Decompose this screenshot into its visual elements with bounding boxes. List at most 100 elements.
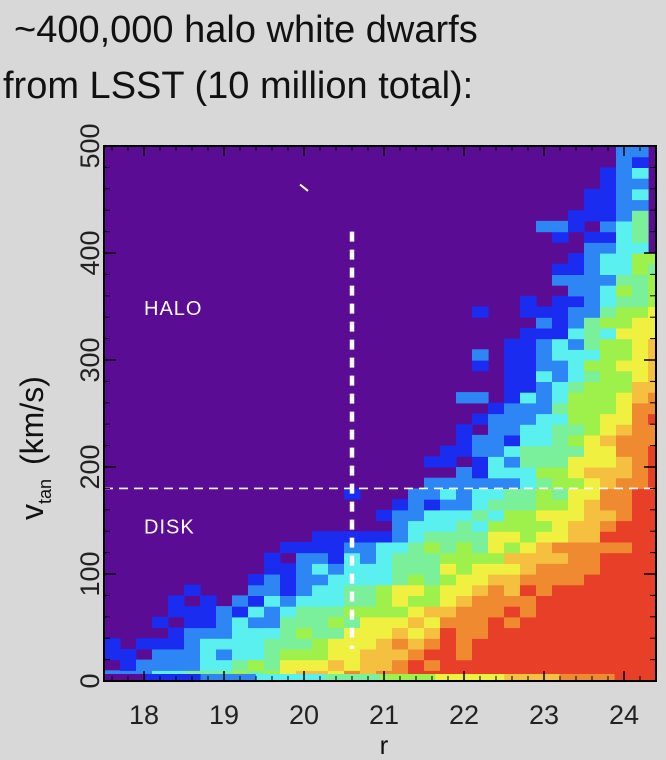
heatmap-cell (536, 424, 553, 436)
heatmap-cell (488, 574, 505, 586)
heatmap-cell (376, 606, 393, 618)
heatmap-cell (520, 456, 537, 468)
heatmap-cell (472, 574, 489, 586)
heatmap-cell (488, 531, 505, 543)
heatmap-cell (504, 424, 521, 436)
heatmap-cell (600, 659, 617, 671)
heatmap-cell (328, 595, 345, 607)
heatmap-cell (440, 477, 457, 489)
color-strip-segment (324, 674, 340, 681)
heatmap-cell (456, 477, 473, 489)
heatmap-cell (392, 563, 409, 575)
heatmap-cell (584, 616, 601, 629)
heatmap-cell (296, 563, 313, 575)
heatmap-cell (632, 552, 649, 564)
x-tick-label: 23 (529, 700, 559, 730)
heatmap-cell (600, 253, 617, 265)
heatmap-cell (472, 306, 489, 318)
heatmap-cell (440, 648, 457, 661)
heatmap-cell (472, 563, 489, 575)
color-strip-segment (587, 674, 602, 681)
heatmap-cell (488, 520, 505, 532)
heatmap-cell (616, 563, 633, 575)
heatmap-cell (616, 552, 633, 564)
heatmap-cell (616, 499, 633, 511)
heatmap-cell (248, 574, 265, 586)
heatmap-cell (408, 595, 425, 607)
heatmap-cell (408, 520, 425, 532)
heatmap-cell (648, 263, 657, 275)
heatmap-cell (312, 659, 329, 671)
heatmap-cell (520, 531, 537, 543)
heatmap-cell (584, 306, 601, 318)
heatmap-cell (600, 231, 617, 243)
color-strip-segment (476, 674, 491, 681)
heatmap-cell (552, 445, 569, 457)
heatmap-cell (200, 616, 217, 629)
heatmap-cell (264, 595, 281, 607)
heatmap-cell (552, 327, 569, 340)
heatmap-cell (360, 648, 377, 661)
heatmap-cell (392, 659, 409, 671)
color-strip-segment (159, 674, 174, 681)
heatmap-cell (632, 488, 649, 500)
heatmap-cell (616, 424, 633, 436)
heatmap-cell (568, 349, 585, 361)
heatmap-cell (552, 638, 569, 650)
heatmap-cell (216, 648, 233, 661)
heatmap-cell (392, 595, 409, 607)
heatmap-cell (520, 306, 537, 318)
heatmap-cell (600, 285, 617, 297)
heatmap-cell (552, 360, 569, 372)
heatmap-cell (472, 413, 489, 425)
heatmap-cell (488, 541, 505, 554)
heatmap-cell (280, 563, 297, 575)
heatmap-cell (648, 274, 657, 286)
heatmap-cell (472, 606, 489, 618)
heatmap-cell (584, 210, 601, 222)
heatmap-cell (600, 477, 617, 489)
heatmap-cell (504, 606, 521, 618)
heatmap-cell (616, 167, 633, 179)
heatmap-cell (280, 648, 297, 661)
heatmap-cell (120, 659, 137, 671)
heatmap-cell (536, 392, 553, 404)
heatmap-cell (408, 488, 425, 500)
heatmap-cell (616, 306, 633, 318)
heatmap-cell (536, 338, 553, 350)
heatmap-cell (408, 616, 425, 629)
heatmap-cell (616, 381, 633, 393)
heatmap-cell (616, 210, 633, 222)
heatmap-cell (616, 488, 633, 500)
heatmap-cell (168, 595, 185, 607)
heatmap-cell (200, 606, 217, 618)
heatmap-cell (344, 616, 361, 629)
heatmap-cell (344, 648, 361, 661)
heatmap-cell (248, 616, 265, 629)
region-label-disk: DISK (144, 516, 195, 538)
heatmap-cell (600, 627, 617, 639)
heatmap-cell (648, 659, 657, 671)
heatmap-cell (504, 563, 521, 575)
heatmap-cell (616, 220, 633, 233)
color-strip-segment (131, 674, 146, 681)
heatmap-cell (488, 434, 505, 447)
heatmap-cell (632, 349, 649, 361)
heatmap-cell (392, 499, 409, 511)
color-strip-segment (117, 674, 133, 681)
x-tick-label: 24 (609, 700, 639, 730)
heatmap-cell (536, 370, 553, 382)
heatmap-cell (536, 445, 553, 457)
heatmap-cell (536, 402, 553, 415)
heatmap-cell (632, 477, 649, 489)
heatmap-cell (536, 563, 553, 575)
heatmap-cell (392, 584, 409, 596)
heatmap-cell (536, 456, 553, 468)
heatmap-cell (584, 392, 601, 404)
heatmap-cell (536, 317, 553, 329)
heatmap-cell (584, 499, 601, 511)
heatmap-cell (248, 595, 265, 607)
heatmap-cell (552, 659, 569, 671)
heatmap-cell (584, 541, 601, 554)
heatmap-cell (440, 638, 457, 650)
